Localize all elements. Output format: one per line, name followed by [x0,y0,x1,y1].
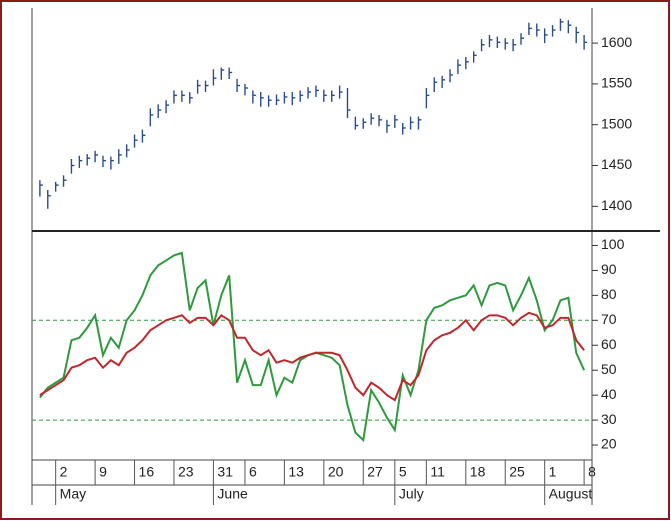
month-label: June [217,486,248,502]
y-tick-label: 80 [601,286,617,302]
y-tick-label: 70 [601,311,617,327]
y-tick-label: 40 [601,386,617,402]
x-tick-label: 2 [60,464,68,480]
x-tick-label: 5 [399,464,407,480]
x-tick-label: 16 [139,464,155,480]
month-label: July [399,486,424,502]
oscillator-line [39,311,585,402]
x-tick-label: 20 [328,464,344,480]
x-tick-label: 8 [588,464,596,480]
x-tick-label: 31 [217,464,233,480]
y-tick-label: 20 [601,436,617,452]
y-tick-label: 1450 [601,156,632,172]
x-tick-label: 25 [509,464,525,480]
y-tick-label: 1600 [601,34,632,50]
x-tick-label: 23 [178,464,194,480]
y-tick-label: 90 [601,261,617,277]
x-tick-label: 27 [367,464,383,480]
x-tick-label: 1 [549,464,557,480]
y-tick-label: 1550 [601,75,632,91]
y-tick-label: 30 [601,411,617,427]
x-tick-label: 11 [430,464,445,480]
y-tick-label: 100 [601,236,625,252]
x-tick-label: 9 [99,464,107,480]
y-tick-label: 50 [601,361,617,377]
month-label: May [60,486,86,502]
x-tick-label: 18 [470,464,486,480]
y-tick-label: 60 [601,336,617,352]
y-tick-label: 1500 [601,115,632,131]
month-label: August [549,486,593,502]
x-tick-label: 6 [249,464,257,480]
x-tick-label: 13 [288,464,304,480]
y-tick-label: 1400 [601,197,632,213]
